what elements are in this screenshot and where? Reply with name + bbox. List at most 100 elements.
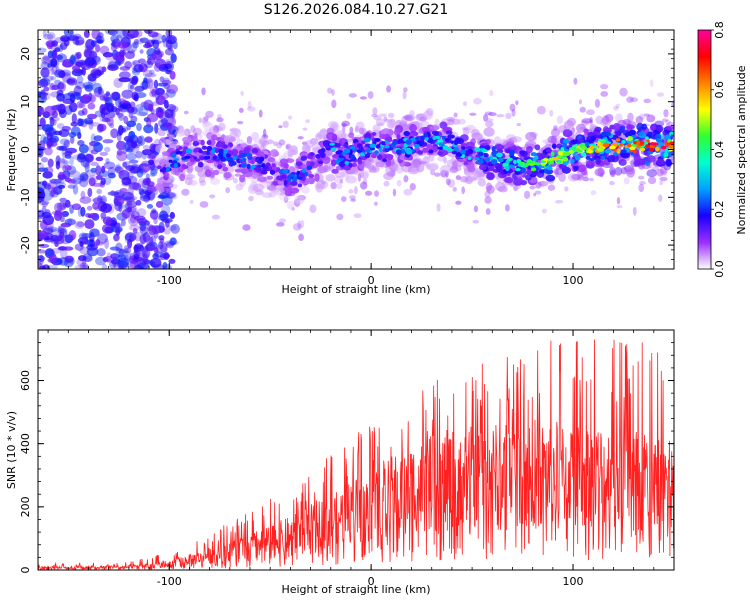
noise-blob xyxy=(104,226,114,234)
noise-blob xyxy=(66,77,78,86)
noise-blob xyxy=(117,257,130,268)
ridge-blob xyxy=(159,168,167,173)
noise-blob xyxy=(331,89,335,96)
noise-blob xyxy=(138,58,146,64)
noise-blob xyxy=(164,48,175,56)
noise-blob xyxy=(302,127,308,131)
noise-blob xyxy=(149,69,155,75)
noise-blob xyxy=(92,202,100,210)
noise-blob xyxy=(64,255,74,263)
noise-blob xyxy=(282,120,289,129)
noise-blob xyxy=(330,181,337,190)
noise-blob xyxy=(67,218,73,226)
ridge-blob xyxy=(266,175,274,180)
ridge-blob xyxy=(239,174,246,183)
noise-blob xyxy=(149,86,158,95)
noise-blob xyxy=(341,123,347,127)
ridge-blob xyxy=(583,142,591,147)
noise-blob xyxy=(278,125,283,129)
noise-blob xyxy=(49,82,56,91)
noise-blob xyxy=(362,178,368,185)
colorbar-ticks: 0.0 0.2 0.4 0.6 0.8 xyxy=(711,21,726,278)
noise-blob xyxy=(45,226,58,232)
ridge-blob xyxy=(485,139,492,145)
noise-blob xyxy=(170,223,180,234)
noise-blob xyxy=(365,190,373,196)
ridge-peak xyxy=(577,149,583,153)
noise-blob xyxy=(77,110,85,117)
ridge-blob xyxy=(539,169,545,174)
noise-blob xyxy=(62,144,69,151)
snr-x-label: Height of straight line (km) xyxy=(281,583,430,596)
noise-blob xyxy=(165,191,177,199)
ridge-blob xyxy=(331,161,336,167)
noise-blob xyxy=(461,186,466,195)
colorbar-gradient xyxy=(697,29,712,270)
ridge-blob xyxy=(179,173,186,182)
noise-blob xyxy=(590,190,597,196)
ridge-blob xyxy=(283,150,295,158)
ridge-blob xyxy=(277,180,284,185)
noise-blob xyxy=(340,196,347,202)
snr-frame xyxy=(37,329,675,571)
noise-blob xyxy=(163,99,169,109)
noise-blob xyxy=(127,49,136,54)
noise-blob xyxy=(659,176,668,182)
noise-blob xyxy=(105,91,111,97)
noise-blob xyxy=(68,230,77,241)
noise-blob xyxy=(95,175,103,180)
noise-blob xyxy=(130,211,135,217)
ridge-blob xyxy=(324,150,333,157)
noise-blob xyxy=(145,177,150,186)
noise-blob xyxy=(488,112,497,117)
noise-blob xyxy=(120,218,126,227)
ridge-blob xyxy=(161,151,169,156)
ridge-blob xyxy=(379,133,387,139)
noise-blob xyxy=(99,95,106,101)
ridge-blob xyxy=(492,152,498,158)
noise-blob xyxy=(168,36,176,45)
noise-blob xyxy=(189,199,194,204)
ridge-blob xyxy=(478,158,484,165)
noise-blob xyxy=(153,247,159,254)
ridge-blob xyxy=(192,141,200,147)
ridge-peak xyxy=(602,142,610,148)
ridge-blob xyxy=(553,168,564,175)
noise-blob xyxy=(109,91,120,101)
ridge-blob xyxy=(231,148,239,156)
noise-blob xyxy=(84,219,95,230)
ridge-blob xyxy=(636,122,644,131)
ridge-blob xyxy=(387,154,394,161)
ridge-blob xyxy=(590,135,597,142)
noise-blob xyxy=(100,165,106,174)
ridge-blob xyxy=(570,139,578,145)
noise-blob xyxy=(150,235,157,246)
ridge-blob xyxy=(358,127,365,135)
noise-blob xyxy=(74,220,85,229)
noise-blob xyxy=(56,92,65,102)
ridge-peak xyxy=(609,145,616,150)
noise-blob xyxy=(38,249,47,254)
ridge-blob xyxy=(215,143,222,148)
ridge-blob xyxy=(496,148,504,154)
noise-blob xyxy=(300,219,305,228)
noise-blob xyxy=(240,90,244,97)
noise-blob xyxy=(639,181,646,185)
ridge-blob xyxy=(620,151,631,159)
noise-blob xyxy=(80,206,86,217)
ridge-blob xyxy=(667,152,674,157)
ridge-blob xyxy=(438,142,443,147)
noise-blob xyxy=(659,180,663,186)
ridge-blob xyxy=(270,149,279,158)
ridge-blob xyxy=(440,164,452,174)
ridge-blob xyxy=(627,136,633,141)
ridge-blob xyxy=(612,122,621,132)
ridge-blob xyxy=(358,145,364,151)
ridge-blob xyxy=(330,147,337,151)
noise-blob xyxy=(110,44,117,52)
noise-blob xyxy=(97,194,103,204)
noise-blob xyxy=(94,241,105,246)
ridge-blob xyxy=(558,172,566,183)
noise-blob xyxy=(107,172,116,179)
